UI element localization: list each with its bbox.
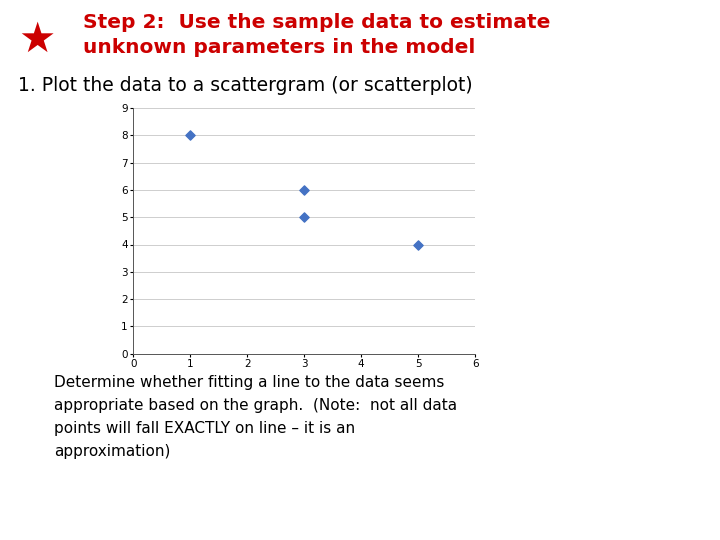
Text: unknown parameters in the model: unknown parameters in the model: [83, 38, 475, 57]
Text: ★: ★: [18, 19, 55, 61]
Point: [298, 186, 310, 194]
Point: [413, 240, 424, 249]
Text: Determine whether fitting a line to the data seems
appropriate based on the grap: Determine whether fitting a line to the …: [54, 375, 457, 458]
Text: Step 2:  Use the sample data to estimate: Step 2: Use the sample data to estimate: [83, 14, 550, 32]
Text: 1. Plot the data to a scattergram (or scatterplot): 1. Plot the data to a scattergram (or sc…: [18, 76, 472, 94]
Point: [298, 213, 310, 221]
Point: [184, 131, 196, 140]
